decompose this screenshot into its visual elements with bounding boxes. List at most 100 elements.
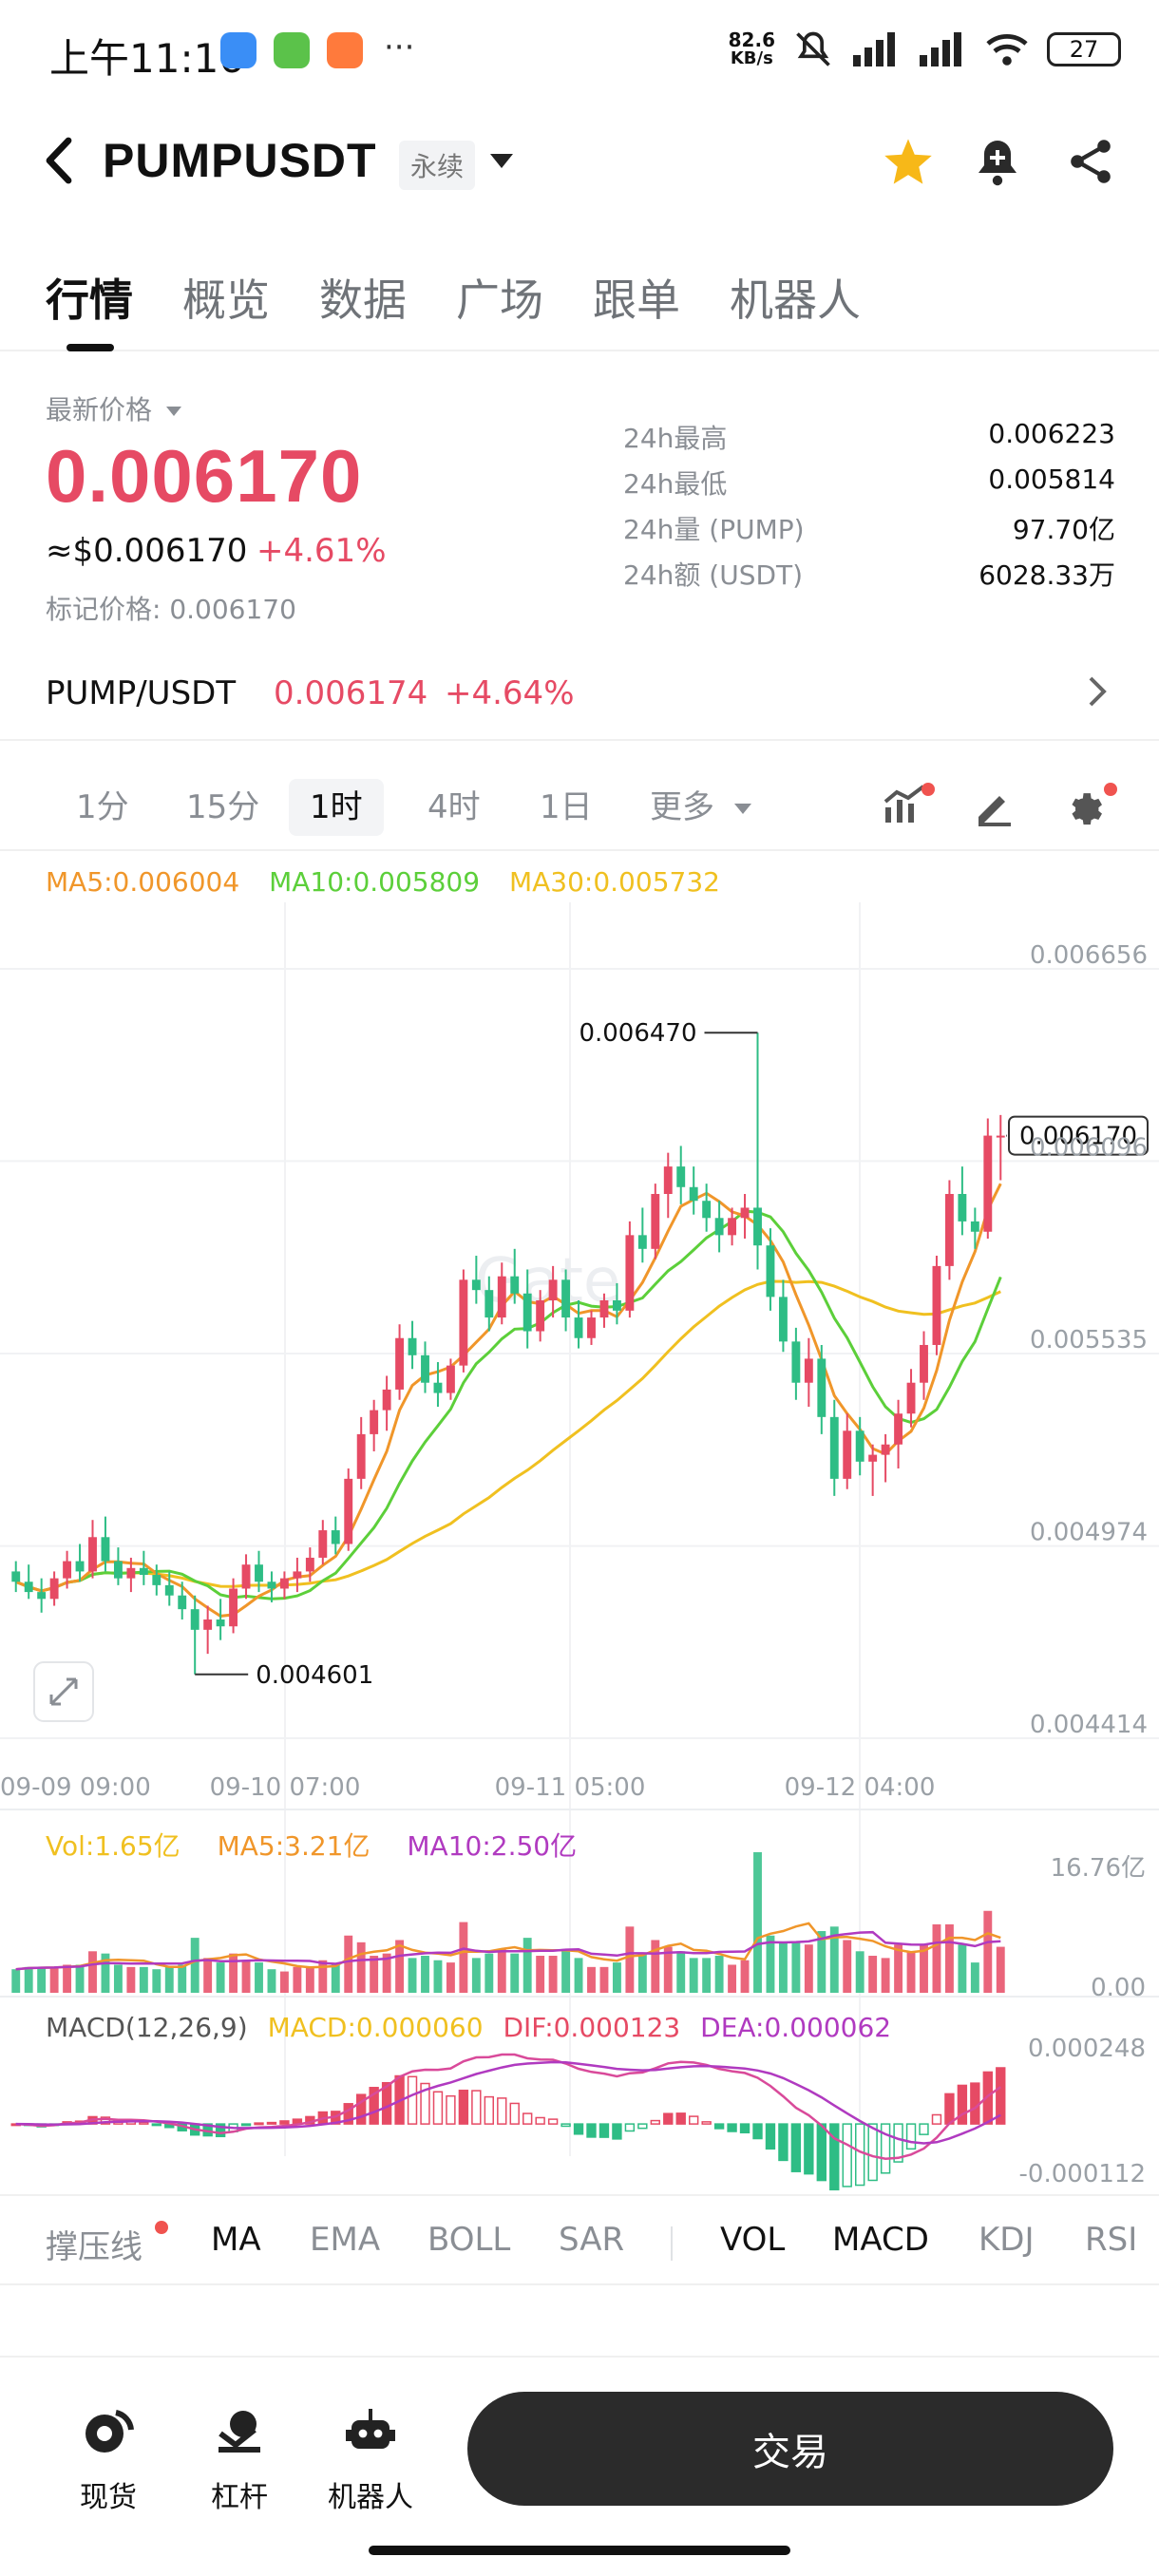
candle-body bbox=[983, 1135, 993, 1232]
tab-bots[interactable]: 机器人 bbox=[730, 275, 861, 326]
ma30-legend: MA30:0.005732 bbox=[508, 866, 720, 898]
candle-body bbox=[702, 1201, 712, 1219]
candle-body bbox=[421, 1354, 429, 1383]
volume-bar bbox=[778, 1941, 788, 1993]
macd-histogram-bar bbox=[458, 2089, 469, 2125]
interval-1m[interactable]: 1分 bbox=[76, 788, 129, 826]
candle-body bbox=[63, 1561, 72, 1579]
candle-body bbox=[139, 1567, 148, 1576]
tab-square[interactable]: 广场 bbox=[456, 275, 543, 326]
macd-histogram-bar bbox=[100, 2116, 111, 2125]
macd-histogram-bar bbox=[790, 2123, 802, 2172]
macd-histogram-bar bbox=[535, 2116, 545, 2125]
macd-histogram-bar bbox=[855, 2123, 865, 2187]
candle-body bbox=[663, 1166, 673, 1195]
volume-bar bbox=[408, 1958, 417, 1993]
volume-bar bbox=[11, 1969, 21, 1993]
volume-bar bbox=[637, 1953, 647, 1993]
interval-more[interactable]: 更多 bbox=[650, 779, 751, 836]
mute-icon bbox=[796, 31, 830, 66]
volume-bar bbox=[190, 1938, 200, 1993]
back-arrow-icon[interactable] bbox=[42, 135, 74, 199]
indicator-boll[interactable]: BOLL bbox=[428, 2221, 511, 2259]
volume-ma5-line bbox=[15, 1922, 1001, 1971]
ma10-legend: MA10:0.005809 bbox=[269, 866, 481, 898]
candle-body bbox=[778, 1297, 788, 1342]
interval-4h[interactable]: 4时 bbox=[428, 788, 481, 826]
volume-bar bbox=[63, 1964, 72, 1993]
nav-spot[interactable]: 现货 bbox=[51, 2407, 165, 2515]
candle-body bbox=[817, 1358, 826, 1417]
date-axis-label: 09-12 04:00 bbox=[785, 1773, 936, 1802]
indicator-chart-icon[interactable] bbox=[882, 783, 939, 832]
macd-histogram-bar bbox=[663, 2112, 674, 2125]
volume-bar bbox=[279, 1971, 289, 1993]
indicator-macd[interactable]: MACD bbox=[832, 2221, 929, 2259]
macd-histogram-bar bbox=[867, 2123, 878, 2182]
tab-copy-trading[interactable]: 跟单 bbox=[593, 275, 680, 326]
macd-histogram-bar bbox=[446, 2094, 456, 2125]
candle-body bbox=[536, 1300, 545, 1332]
pair-title[interactable]: PUMPUSDT bbox=[103, 134, 377, 187]
candle-body bbox=[728, 1218, 737, 1236]
macd-histogram-bar bbox=[739, 2123, 750, 2134]
indicator-rsi[interactable]: RSI bbox=[1085, 2221, 1138, 2259]
nav-bot[interactable]: 机器人 bbox=[314, 2407, 428, 2515]
support-resistance-tab[interactable]: 撑压线 bbox=[46, 2221, 168, 2267]
volume-bar bbox=[24, 1966, 33, 1993]
indicator-kdj[interactable]: KDJ bbox=[978, 2221, 1035, 2259]
volume-bar bbox=[689, 1958, 698, 1993]
candle-body bbox=[599, 1300, 609, 1318]
interval-1h[interactable]: 1时 bbox=[289, 779, 384, 836]
volume-bar bbox=[625, 1926, 635, 1993]
interval-15m[interactable]: 15分 bbox=[186, 788, 260, 826]
date-axis-label: 09-11 05:00 bbox=[495, 1773, 646, 1802]
volume-bar bbox=[522, 1938, 532, 1993]
indicator-vol[interactable]: VOL bbox=[720, 2221, 786, 2259]
spot-pair-name: PUMP/USDT bbox=[46, 674, 237, 712]
last-price-label[interactable]: 最新价格 bbox=[46, 389, 181, 427]
stat-label-low: 24h最低 bbox=[623, 468, 728, 500]
status-time: 上午11:16 bbox=[49, 35, 245, 82]
price-alert-bell-icon[interactable] bbox=[969, 133, 1026, 190]
leverage-icon bbox=[218, 2411, 260, 2453]
share-icon[interactable] bbox=[1062, 133, 1119, 190]
tab-data[interactable]: 数据 bbox=[319, 275, 407, 326]
trade-button[interactable]: 交易 bbox=[467, 2392, 1113, 2506]
volume-bar bbox=[203, 1958, 213, 1993]
high-price-label: 0.006470 bbox=[579, 1019, 696, 1048]
favorite-star-icon[interactable] bbox=[880, 133, 937, 190]
indicator-ema[interactable]: EMA bbox=[310, 2221, 381, 2259]
interval-1d[interactable]: 1日 bbox=[540, 788, 593, 826]
macd-histogram-bar bbox=[598, 2123, 610, 2138]
chart-settings-gear-icon[interactable] bbox=[1062, 783, 1119, 832]
candle-body bbox=[548, 1279, 558, 1301]
home-indicator[interactable] bbox=[369, 2546, 790, 2555]
macd-histogram-bar bbox=[829, 2123, 840, 2191]
indicator-ma[interactable]: MA bbox=[211, 2221, 261, 2259]
volume-bar bbox=[395, 1940, 405, 1993]
tab-market[interactable]: 行情 bbox=[46, 275, 133, 326]
spot-pair-row[interactable]: PUMP/USDT 0.006174 +4.64% bbox=[0, 655, 1159, 741]
tab-overview[interactable]: 概览 bbox=[182, 275, 270, 326]
candle-body bbox=[75, 1561, 85, 1572]
indicator-sar[interactable]: SAR bbox=[559, 2221, 625, 2259]
contract-type-badge[interactable]: 永续 bbox=[399, 141, 476, 190]
macd-histogram-bar bbox=[765, 2123, 776, 2150]
vol-ma5-legend: MA5:3.21亿 bbox=[217, 1830, 370, 1862]
macd-axis-top: 0.000248 bbox=[1027, 2035, 1146, 2063]
volume-bar bbox=[574, 1958, 583, 1993]
candle-body bbox=[676, 1166, 686, 1187]
volume-bar bbox=[753, 1852, 762, 1993]
date-axis: 09-09 09:00 09-10 07:00 09-11 05:00 09-12 0… bbox=[0, 1773, 1159, 1998]
drawing-pencil-icon[interactable] bbox=[973, 785, 1020, 832]
volume-bar bbox=[88, 1951, 97, 1993]
stat-value-turnover: 6028.33万 bbox=[978, 559, 1115, 591]
nav-leverage[interactable]: 杠杆 bbox=[182, 2407, 296, 2515]
volume-bar bbox=[740, 1960, 750, 1993]
candle-body bbox=[932, 1265, 941, 1345]
volume-bar bbox=[881, 1958, 890, 1993]
candle-body bbox=[561, 1279, 571, 1318]
chevron-down-icon[interactable] bbox=[490, 154, 513, 168]
